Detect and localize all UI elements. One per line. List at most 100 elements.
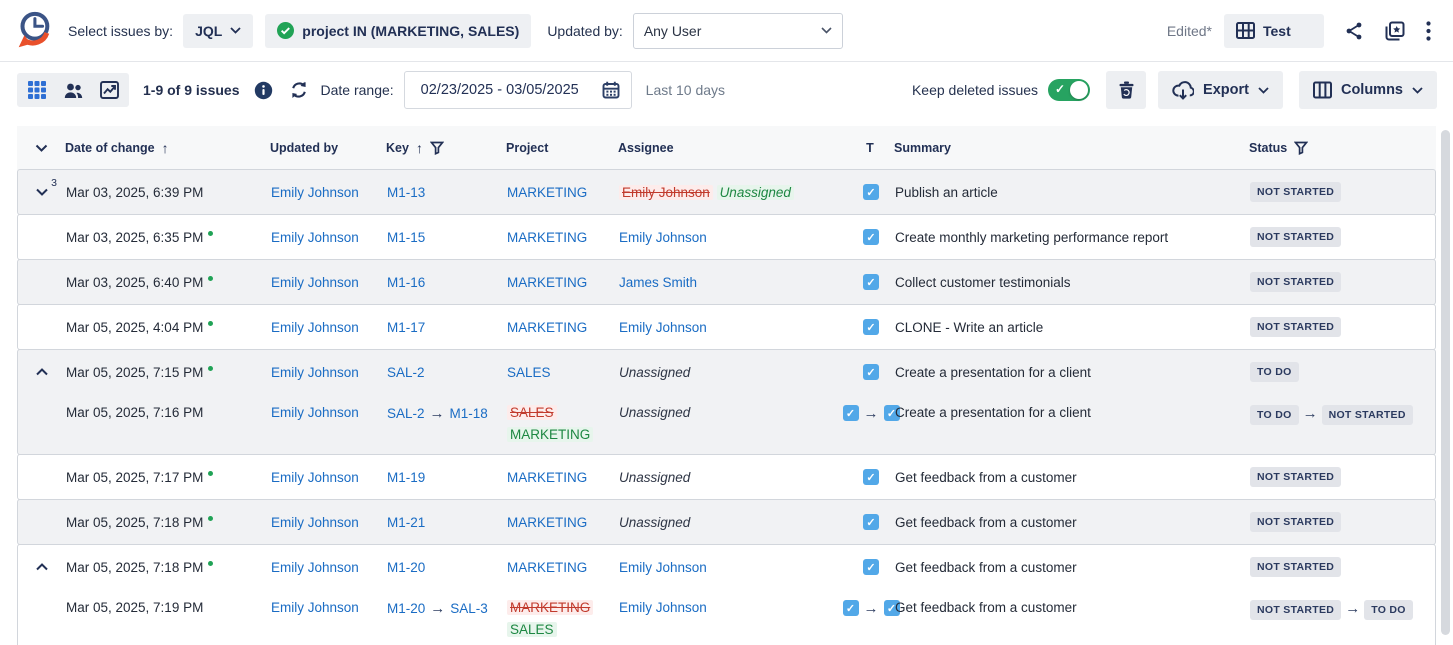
issue-link[interactable]: SAL-2 <box>387 365 425 380</box>
share-button[interactable] <box>1338 15 1370 47</box>
project-added: MARKETING <box>507 427 593 442</box>
select-issues-by-label: Select issues by: <box>68 23 173 39</box>
history-entry: Mar 05, 2025, 4:04 PMEmily JohnsonM1-17M… <box>17 304 1436 350</box>
issue-link[interactable]: James Smith <box>619 275 697 290</box>
issue-link[interactable]: MARKETING <box>507 230 587 245</box>
table-header-row: Date of change ↑ Updated by Key ↑ Projec… <box>17 126 1436 170</box>
date-range-input[interactable]: 02/23/2025 - 03/05/2025 <box>404 71 632 109</box>
assignee-header[interactable]: Assignee <box>618 141 846 155</box>
date-of-change-header[interactable]: Date of change ↑ <box>65 140 270 156</box>
type-cell: ✓ <box>847 514 895 530</box>
grid-view-icon <box>28 81 46 99</box>
users-view-button[interactable] <box>55 75 91 105</box>
updated-by-select[interactable]: Any User <box>633 13 843 49</box>
issue-link[interactable]: Emily Johnson <box>619 560 707 575</box>
issue-link[interactable]: M1-19 <box>387 470 425 485</box>
chevron-down-icon <box>821 27 832 34</box>
issue-link[interactable]: M1-13 <box>387 185 425 200</box>
issue-link[interactable]: SALES <box>507 365 551 380</box>
status-badge: TO DO <box>1250 362 1299 382</box>
change-date: Mar 05, 2025, 7:17 PM <box>66 470 203 485</box>
issue-link[interactable]: MARKETING <box>507 470 587 485</box>
issue-link[interactable]: Emily Johnson <box>271 185 359 200</box>
summary-header[interactable]: Summary <box>894 141 1249 155</box>
updated-by-cell: Emily Johnson <box>271 515 387 530</box>
key-header[interactable]: Key ↑ <box>386 140 506 156</box>
new-change-dot <box>208 366 213 371</box>
issue-link[interactable]: Emily Johnson <box>271 515 359 530</box>
issue-link[interactable]: Emily Johnson <box>271 230 359 245</box>
issue-link[interactable]: Emily Johnson <box>271 365 359 380</box>
issue-link[interactable]: MARKETING <box>507 515 587 530</box>
info-button[interactable] <box>250 77 277 104</box>
filter-icon[interactable] <box>1294 141 1308 155</box>
more-options-button[interactable] <box>1420 15 1437 47</box>
chart-view-button[interactable] <box>91 75 127 105</box>
row-expander[interactable] <box>34 366 50 378</box>
sort-ascending-icon[interactable]: ↑ <box>162 140 169 156</box>
updated-by-cell: Emily Johnson <box>271 560 387 575</box>
issue-link[interactable]: Emily Johnson <box>619 600 707 615</box>
status-cell: NOT STARTED <box>1250 182 1435 202</box>
status-header[interactable]: Status <box>1249 141 1436 155</box>
filter-icon[interactable] <box>430 141 444 155</box>
project-cell: MARKETING <box>507 185 619 200</box>
issue-link[interactable]: Emily Johnson <box>271 560 359 575</box>
key-cell: M1-15 <box>387 230 507 245</box>
row-expander[interactable]: 3 <box>34 186 50 198</box>
project-cell: MARKETING <box>507 470 619 485</box>
top-bar: Select issues by: JQL project IN (MARKET… <box>0 0 1453 62</box>
type-cell: ✓ <box>847 319 895 335</box>
issue-link[interactable]: M1-16 <box>387 275 425 290</box>
assignee-cell: Emily Johnson <box>619 320 847 335</box>
refresh-icon <box>289 80 309 100</box>
issue-link[interactable]: M1-17 <box>387 320 425 335</box>
deleted-issues-button[interactable] <box>1106 71 1146 109</box>
issue-link[interactable]: M1-20 <box>387 560 425 575</box>
updated-by-header[interactable]: Updated by <box>270 141 386 155</box>
row-expander[interactable] <box>34 561 50 573</box>
issue-link[interactable]: M1-20 <box>387 601 425 616</box>
collapse-all-header[interactable] <box>17 144 65 153</box>
sort-ascending-icon[interactable]: ↑ <box>416 140 423 156</box>
issue-link[interactable]: SAL-3 <box>450 601 488 616</box>
date-cell: Mar 05, 2025, 7:16 PM <box>66 394 271 420</box>
status-cell: TO DO <box>1250 362 1435 382</box>
issue-link[interactable]: M1-18 <box>450 406 488 421</box>
issue-link[interactable]: Emily Johnson <box>271 275 359 290</box>
columns-button[interactable]: Columns <box>1299 71 1437 109</box>
reports-gallery-button[interactable] <box>1378 14 1412 48</box>
issue-link[interactable]: Emily Johnson <box>271 320 359 335</box>
type-cell: ✓ <box>847 274 895 290</box>
issue-link[interactable]: MARKETING <box>507 320 587 335</box>
export-button[interactable]: Export <box>1158 71 1283 109</box>
issue-link[interactable]: Emily Johnson <box>271 470 359 485</box>
project-header[interactable]: Project <box>506 141 618 155</box>
table-view-button[interactable] <box>19 75 55 105</box>
issue-link[interactable]: M1-15 <box>387 230 425 245</box>
vertical-scrollbar[interactable] <box>1441 130 1450 635</box>
keep-deleted-toggle[interactable]: ✓ <box>1048 79 1090 101</box>
type-cell: ✓ <box>847 364 895 380</box>
issue-link[interactable]: MARKETING <box>507 275 587 290</box>
issue-link[interactable]: M1-21 <box>387 515 425 530</box>
date-range-value: 02/23/2025 - 03/05/2025 <box>421 82 579 98</box>
refresh-button[interactable] <box>285 76 313 104</box>
kebab-menu-icon <box>1426 21 1431 41</box>
report-name-button[interactable]: Test <box>1224 14 1324 48</box>
project-removed: MARKETING <box>507 600 593 615</box>
jql-mode-button[interactable]: JQL <box>183 14 253 48</box>
issue-link[interactable]: SAL-2 <box>387 406 425 421</box>
issue-link[interactable]: Emily Johnson <box>271 600 359 615</box>
issue-link[interactable]: MARKETING <box>507 185 587 200</box>
issue-link[interactable]: Emily Johnson <box>619 230 707 245</box>
jql-query-chip[interactable]: project IN (MARKETING, SALES) <box>265 14 531 48</box>
issue-link[interactable]: MARKETING <box>507 560 587 575</box>
summary-text: Create a presentation for a client <box>895 405 1091 420</box>
task-type-icon: ✓ <box>863 364 879 380</box>
type-header[interactable]: T <box>846 141 894 155</box>
task-type-icon: ✓ <box>843 600 859 616</box>
toggle-check-icon: ✓ <box>1055 82 1065 96</box>
issue-link[interactable]: Emily Johnson <box>619 320 707 335</box>
issue-link[interactable]: Emily Johnson <box>271 405 359 420</box>
